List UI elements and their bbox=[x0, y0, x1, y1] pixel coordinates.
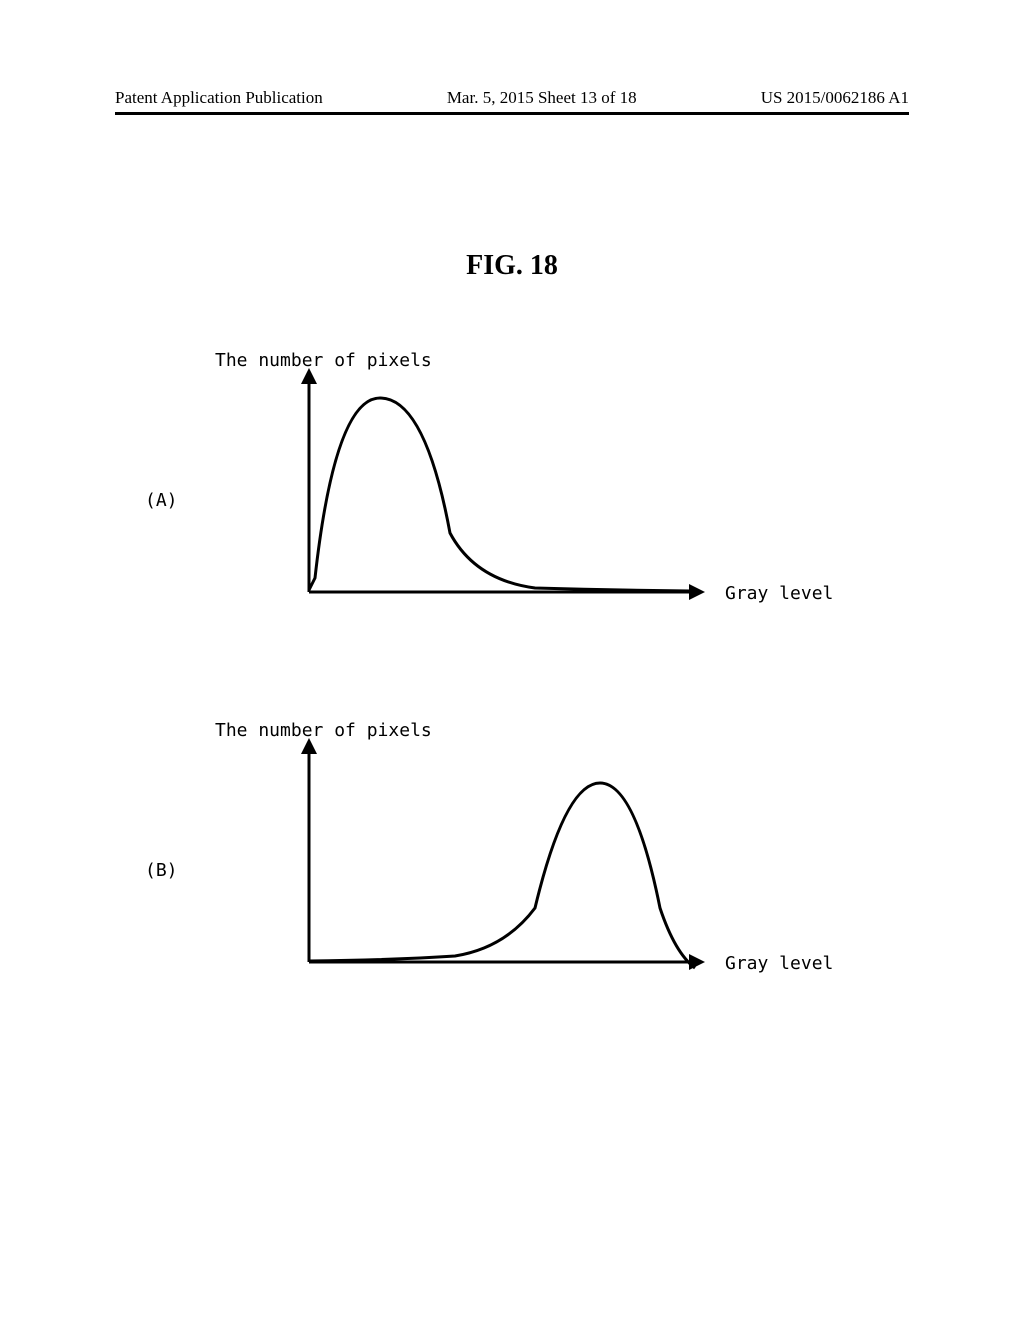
page-header: Patent Application Publication Mar. 5, 2… bbox=[0, 88, 1024, 115]
header-patent-number: US 2015/0062186 A1 bbox=[761, 88, 909, 108]
chart-a-label: (A) bbox=[145, 490, 178, 511]
figure-title: FIG. 18 bbox=[0, 250, 1024, 282]
header-date-sheet: Mar. 5, 2015 Sheet 13 of 18 bbox=[447, 88, 637, 108]
chart-b-svg bbox=[275, 738, 855, 978]
chart-b-label: (B) bbox=[145, 860, 178, 881]
chart-a-svg bbox=[275, 368, 855, 608]
header-row: Patent Application Publication Mar. 5, 2… bbox=[115, 88, 909, 108]
header-divider bbox=[115, 112, 909, 115]
header-publication: Patent Application Publication bbox=[115, 88, 323, 108]
